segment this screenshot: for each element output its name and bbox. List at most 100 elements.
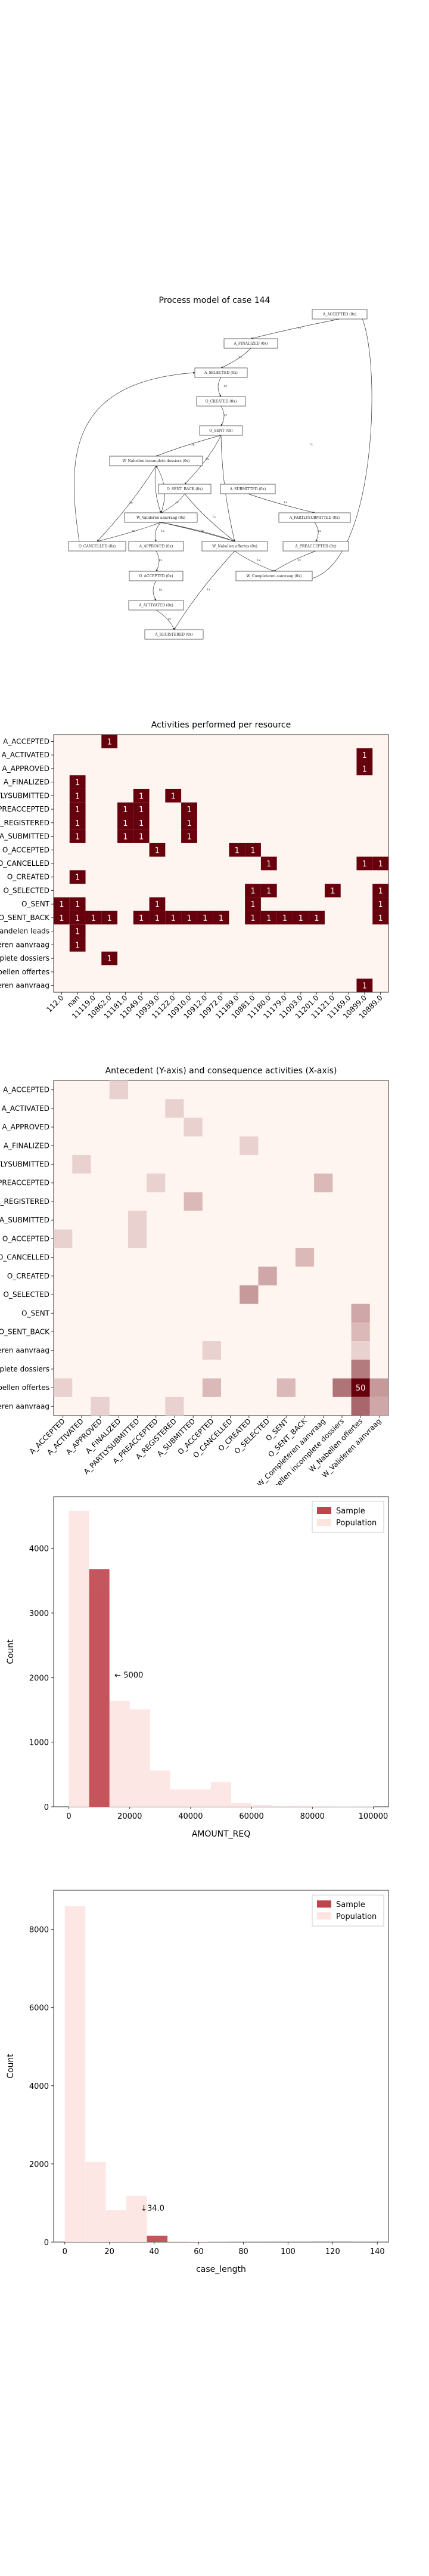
process-edge: [173, 550, 235, 630]
process-edge-label: 1x: [238, 356, 242, 360]
process-node-label: A_SUBMITTED (0x): [229, 487, 266, 491]
heatmap-cell: [245, 884, 261, 897]
heatmap-cell: [369, 1397, 388, 1416]
histogram-bar: [109, 1701, 130, 1807]
heatmap-cell-value: 1: [155, 846, 160, 855]
heatmap-x-tick-label: 112.0: [45, 993, 65, 1014]
heatmap-cell-value: 1: [362, 751, 367, 760]
heatmap-cell: [351, 1378, 370, 1397]
heatmap-title: Antecedent (Y-axis) and consequence acti…: [105, 1066, 337, 1076]
heatmap-cell: [356, 761, 373, 776]
process-edge-label: 1x: [298, 327, 301, 330]
heatmap-cell-value: 1: [75, 874, 80, 883]
heatmap-cell: [133, 802, 150, 816]
heatmap-cell: [351, 1341, 370, 1360]
histogram-legend-swatch: [317, 1519, 331, 1526]
process-edge-label: 1x: [191, 444, 195, 447]
histogram-legend-swatch: [317, 1507, 331, 1514]
histogram-bar: [126, 2196, 147, 2242]
heatmap-cell: [133, 829, 150, 843]
process-node: A_SELECTED (0x): [194, 367, 248, 378]
histogram-y-tick-label: 4000: [29, 1545, 49, 1554]
heatmap-cell: [309, 911, 325, 925]
heatmap-cell-value: 1: [139, 914, 144, 923]
histogram-annotation: ← 5000: [114, 1671, 143, 1680]
heatmap-cell-value: 1: [139, 792, 144, 801]
process-node-label: A_SELECTED (0x): [204, 371, 238, 375]
heatmap-cell-value: 1: [250, 900, 255, 909]
heatmap-y-tick-label: A_PREACCEPTED: [0, 1179, 49, 1187]
heatmap-cell: [181, 829, 197, 843]
process-node: A_REGISTERED (0x): [144, 629, 204, 640]
heatmap-cell: [372, 856, 388, 871]
heatmap-cell: [69, 775, 86, 789]
heatmap-cell-value: 1: [75, 914, 80, 923]
process-node: O_SENT (0x): [199, 425, 243, 436]
histogram-legend-swatch: [317, 1912, 331, 1919]
heatmap-cell: [117, 816, 133, 830]
process-edge: [74, 371, 195, 542]
process-node: A_ACCEPTED (0x): [312, 309, 368, 320]
heatmap-y-tick-label: A_ACTIVATED: [2, 751, 49, 759]
process-node-box: [194, 367, 248, 378]
histogram-x-tick-label: 140: [370, 2247, 385, 2256]
heatmap-cell: [276, 1378, 296, 1397]
heatmap-cell-value: 1: [330, 887, 335, 896]
heatmap-cell: [165, 788, 182, 803]
heatmap-cell-value: 1: [186, 806, 191, 815]
heatmap-cell: [372, 897, 388, 911]
heatmap-cell: [184, 1192, 203, 1211]
heatmap-cell: [128, 1229, 147, 1248]
histogram-y-axis-label: Count: [6, 1639, 15, 1664]
heatmap-cell: [351, 1304, 370, 1323]
heatmap-cell: [69, 924, 86, 939]
heatmap-cell: [213, 911, 229, 925]
process-edge: [273, 550, 316, 572]
heatmap-y-tick-label: O_CANCELLED: [0, 859, 49, 868]
histogram-x-tick-label: 0: [63, 2247, 67, 2256]
histogram-bar: [85, 2162, 106, 2242]
heatmap-cell: [69, 938, 86, 952]
process-node-box: [201, 541, 268, 552]
histogram-y-tick-label: 0: [44, 2238, 49, 2247]
heatmap-cell-value: 1: [139, 819, 144, 828]
histogram-x-tick-label: 0: [66, 1812, 71, 1821]
process-edge: [217, 377, 222, 397]
heatmap-cell: [133, 911, 150, 925]
heatmap-cell: [260, 911, 277, 925]
heatmap-cell-value: 1: [378, 860, 383, 869]
histogram-bar: [272, 1806, 293, 1807]
heatmap-cell-value: 1: [250, 914, 255, 923]
heatmap-cell: [69, 911, 86, 925]
heatmap-y-tick-label: O_SELECTED: [4, 1290, 49, 1299]
heatmap-y-tick-label: A_APPROVED: [2, 764, 50, 773]
process-node-label: W_Nabellen incomplete dossiers (0x): [123, 459, 190, 463]
process-node-box: [199, 425, 243, 436]
process-edge: [156, 435, 222, 457]
heatmap-cell-value: 1: [171, 914, 176, 923]
heatmap-cell: [240, 1285, 259, 1304]
heatmap-y-tick-label: W_Nabellen incomplete dossiers: [0, 1365, 49, 1373]
process-edge-label: 1x: [318, 530, 321, 533]
histogram-bar: [190, 1789, 211, 1807]
heatmap-cell-value: 1: [362, 765, 367, 774]
heatmap-cell: [202, 1341, 221, 1360]
heatmap-cell-value: 1: [314, 914, 319, 923]
histogram-bar: [64, 1906, 86, 2242]
heatmap-y-tick-label: O_CREATED: [7, 873, 49, 881]
heatmap-cell-value: 1: [378, 914, 383, 923]
process-node-box: [124, 512, 198, 523]
histogram-legend-label: Population: [336, 1519, 377, 1528]
heatmap-cell-value: 1: [123, 833, 128, 842]
histogram-bar: [129, 1709, 150, 1807]
heatmap-y-tick-label: O_ACCEPTED: [2, 846, 49, 854]
process-node: W_Completeren aanvraag (0x): [235, 571, 313, 581]
heatmap-cell-value: 1: [75, 833, 80, 842]
heatmap-cell: [54, 911, 70, 925]
heatmap-cell: [351, 1397, 370, 1416]
histogram-legend: [312, 1501, 384, 1533]
histogram-bar: [292, 1806, 313, 1807]
histogram-bar: [105, 2210, 127, 2242]
heatmap-cell: [69, 897, 86, 911]
